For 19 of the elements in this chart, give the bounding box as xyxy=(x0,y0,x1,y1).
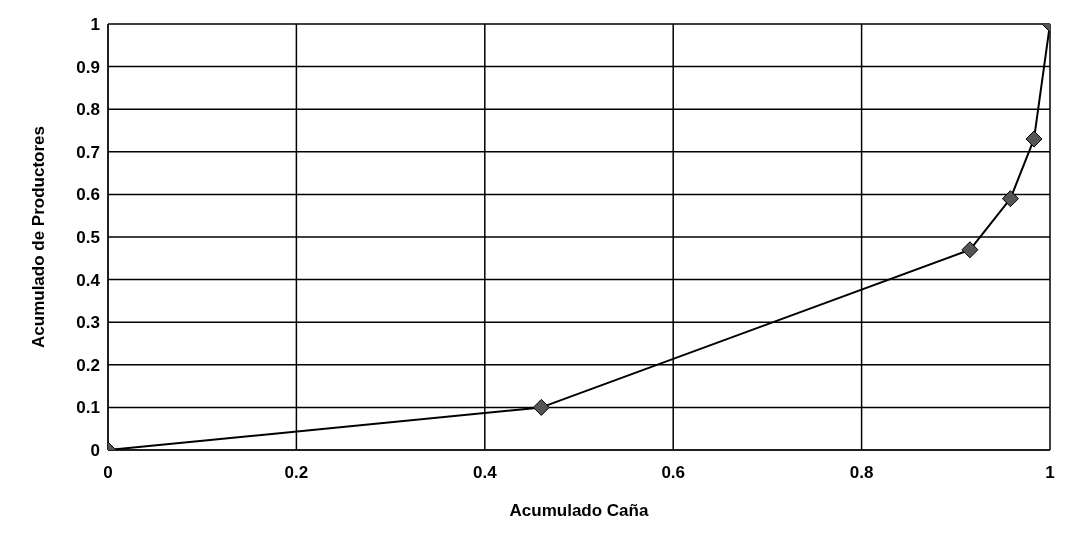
x-tick-label: 0.8 xyxy=(849,463,874,483)
y-tick-label: 0.7 xyxy=(76,142,100,162)
y-tick-label: 0.4 xyxy=(76,270,101,290)
y-tick-label: 1 xyxy=(90,15,100,35)
y-tick-label: 0 xyxy=(90,441,100,461)
x-tick-label: 0.6 xyxy=(661,463,686,483)
x-tick-label: 0.2 xyxy=(284,463,309,483)
y-tick-label: 0.5 xyxy=(76,228,100,248)
y-tick-label: 0.1 xyxy=(76,398,100,418)
x-axis-title: Acumulado Caña xyxy=(509,501,649,520)
x-tick-label: 1 xyxy=(1045,463,1055,483)
y-tick-label: 0.3 xyxy=(76,313,100,333)
y-tick-label: 0.8 xyxy=(76,100,100,120)
y-tick-label: 0.2 xyxy=(76,355,100,375)
y-axis-title: Acumulado de Productores xyxy=(29,126,49,348)
y-tick-label: 0.6 xyxy=(76,185,100,205)
x-tick-label: 0 xyxy=(103,463,113,483)
y-tick-label: 0.9 xyxy=(76,57,100,77)
x-tick-label: 0.4 xyxy=(472,463,498,483)
